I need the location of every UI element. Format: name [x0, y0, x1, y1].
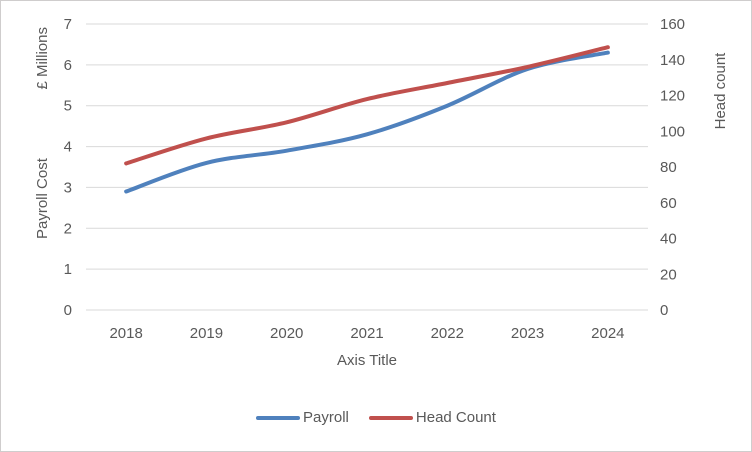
x-tick-label: 2023 — [511, 325, 544, 342]
legend-item-headcount[interactable]: Head Count — [368, 409, 496, 426]
y-right-tick-label: 0 — [660, 302, 668, 319]
y-left-tick-label: 5 — [64, 98, 72, 115]
y-right-tick-label: 60 — [660, 195, 677, 212]
headcount-line-icon — [368, 415, 413, 420]
y-left-tick-label: 7 — [64, 16, 72, 33]
x-tick-label: 2022 — [431, 325, 464, 342]
x-tick-label: 2021 — [350, 325, 383, 342]
y-left-tick-label: 1 — [64, 261, 72, 278]
y-right-tick-label: 140 — [660, 52, 685, 69]
y-right-tick-label: 120 — [660, 88, 685, 105]
series-line-head-count[interactable] — [124, 45, 610, 166]
series-line-payroll[interactable] — [124, 50, 610, 194]
left-axis-title-text: Payroll Cost — [33, 158, 51, 239]
x-axis-title[interactable]: Axis Title — [336, 352, 397, 369]
y-left-tick-label: 6 — [64, 57, 72, 74]
x-tick-label: 2020 — [270, 325, 303, 342]
y-left-tick-label: 2 — [64, 220, 72, 237]
legend-label-headcount: Head Count — [415, 409, 496, 426]
legend-item-payroll[interactable]: Payroll — [256, 409, 349, 426]
x-tick-label: 2019 — [190, 325, 223, 342]
x-tick-label: 2018 — [109, 325, 142, 342]
y-right-tick-label: 80 — [660, 159, 677, 176]
legend-label-payroll: Payroll — [303, 409, 349, 426]
y-right-tick-label: 40 — [660, 231, 677, 248]
right-axis-title[interactable]: Head count — [710, 40, 730, 142]
y-left-tick-label: 4 — [64, 139, 72, 156]
y-right-tick-label: 100 — [660, 123, 685, 140]
right-axis-title-text: Head count — [711, 52, 729, 130]
payroll-line-icon — [256, 415, 301, 420]
y-right-tick-label: 160 — [660, 16, 685, 33]
x-tick-label: 2024 — [591, 325, 624, 342]
left-axis-title[interactable]: Payroll Cost £ Millions — [32, 27, 52, 239]
left-axis-title-units: £ Millions — [33, 27, 51, 90]
y-right-tick-label: 20 — [660, 266, 677, 283]
legend: Payroll Head Count — [1, 409, 751, 426]
y-left-tick-label: 3 — [64, 179, 72, 196]
y-left-tick-label: 0 — [64, 302, 72, 319]
